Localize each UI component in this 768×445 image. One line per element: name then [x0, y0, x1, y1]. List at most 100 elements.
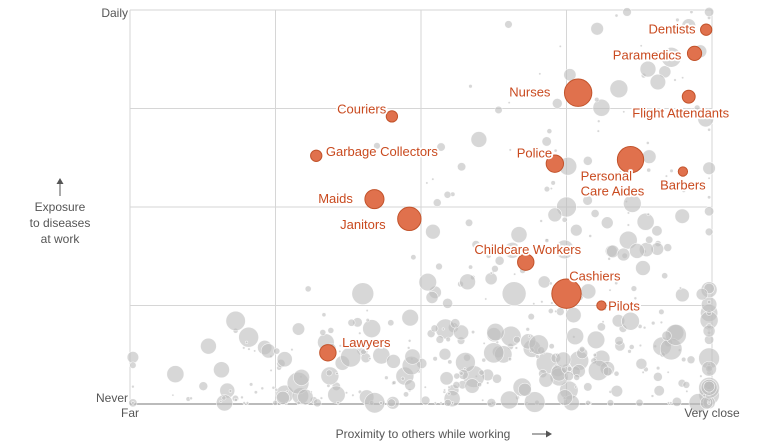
occupation-point: [435, 335, 445, 344]
occupation-point-highlighted: [677, 166, 689, 177]
occupation-point: [651, 320, 656, 326]
occupation-point: [247, 347, 251, 351]
occupation-point: [596, 129, 600, 133]
occupation-label: Paramedics: [613, 47, 682, 62]
occupation-point: [291, 322, 305, 336]
occupation-point: [453, 324, 469, 341]
occupation-point: [548, 343, 555, 350]
occupation-point: [443, 190, 452, 199]
occupation-point: [478, 369, 485, 376]
occupation-label: Nurses: [509, 85, 551, 100]
occupation-point: [583, 382, 593, 392]
occupation-point: [494, 255, 505, 266]
occupation-point: [610, 385, 623, 398]
occupation-point: [365, 309, 369, 313]
occupation-point: [358, 331, 362, 335]
occupation-point: [621, 311, 640, 331]
occupation-point: [547, 207, 563, 223]
occupation-point: [592, 352, 597, 358]
occupation-point: [501, 281, 527, 306]
occupation-point: [486, 381, 490, 385]
occupation-point: [607, 257, 611, 261]
occupation-point: [666, 370, 670, 374]
occupation-point: [321, 312, 327, 318]
occupation-point: [481, 357, 487, 363]
occupation-point: [344, 391, 349, 395]
occupation-point: [507, 101, 511, 105]
occupation-point: [327, 327, 335, 334]
occupation-point: [550, 180, 556, 186]
occupation-label: Garbage Collectors: [326, 144, 438, 159]
occupation-point: [570, 224, 583, 237]
occupation-point: [423, 385, 427, 389]
occupation-point: [384, 375, 389, 380]
occupation-point: [368, 357, 372, 361]
occupation-point: [451, 401, 455, 405]
occupation-point: [271, 385, 276, 390]
occupation-point: [658, 65, 672, 79]
occupation-point: [319, 329, 327, 336]
occupation-point: [565, 307, 582, 324]
occupation-point-highlighted: [310, 149, 323, 162]
occupation-point: [707, 176, 711, 180]
occupation-point: [703, 380, 715, 393]
occupation-point: [707, 399, 711, 403]
occupation-point: [606, 399, 615, 407]
occupation-point: [452, 381, 461, 389]
occupation-point: [233, 397, 238, 402]
occupation-point: [614, 281, 619, 286]
occupation-point: [636, 212, 655, 231]
occupation-point: [340, 346, 362, 368]
occupation-point: [614, 336, 624, 346]
occupation-point: [386, 354, 401, 369]
occupation-point: [491, 265, 499, 273]
occupation-point: [387, 398, 396, 408]
occupation-point: [547, 308, 554, 314]
x-axis-arrow-head: [546, 430, 552, 438]
occupation-point: [373, 142, 381, 150]
occupation-point: [549, 187, 553, 191]
occupation-point: [439, 371, 454, 386]
occupation-point: [563, 371, 574, 382]
occupation-point: [481, 398, 485, 402]
occupation-point: [450, 318, 461, 329]
occupation-point: [555, 351, 572, 368]
occupation-point: [403, 391, 410, 398]
occupation-point: [477, 382, 482, 388]
occupation-point: [410, 254, 417, 261]
occupation-point: [613, 370, 620, 377]
occupation-point: [622, 7, 632, 17]
occupation-point: [285, 389, 289, 393]
occupation-point: [483, 342, 505, 364]
occupation-point: [242, 401, 246, 405]
occupation-point: [629, 243, 645, 259]
occupation-point: [661, 330, 672, 341]
occupation-point-highlighted: [563, 78, 593, 107]
occupation-point: [639, 60, 657, 78]
occupation-point: [642, 325, 647, 330]
occupation-point: [695, 288, 709, 301]
x-axis-label: Proximity to others while working: [336, 427, 552, 441]
occupation-point: [655, 50, 660, 54]
occupation-point: [582, 195, 593, 206]
occupation-point: [686, 355, 696, 365]
occupation-point: [489, 271, 493, 275]
occupation-point: [514, 346, 519, 350]
occupation-point: [578, 346, 586, 353]
occupation-point: [326, 383, 331, 388]
occupation-point: [561, 216, 568, 223]
y-axis-label-line-1: Exposure: [35, 200, 86, 214]
occupation-point: [592, 98, 611, 117]
occupation-point: [336, 400, 340, 405]
occupation-point: [635, 358, 648, 370]
occupation-point: [633, 296, 638, 301]
occupation-point: [431, 177, 435, 181]
occupation-point: [594, 97, 600, 103]
occupation-point: [659, 320, 664, 325]
occupation-point: [681, 18, 697, 34]
occupation-point: [550, 301, 554, 305]
occupation-point: [663, 243, 673, 252]
occupation-point: [272, 399, 279, 406]
occupation-point: [627, 349, 632, 354]
